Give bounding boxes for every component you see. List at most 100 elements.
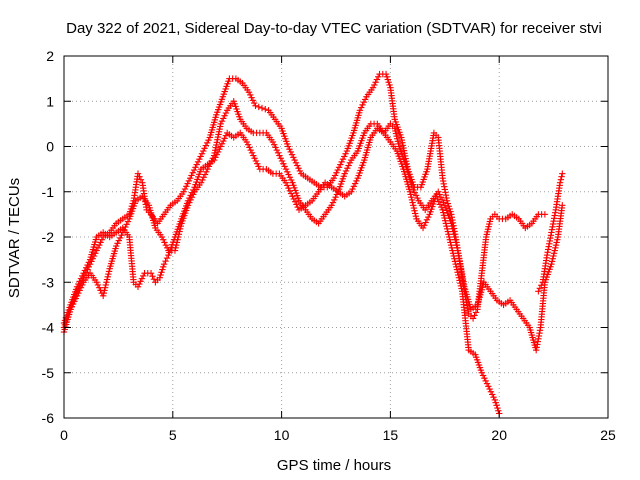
data-point-interp <box>157 271 164 279</box>
data-point-interp <box>451 258 459 265</box>
data-point <box>180 188 187 195</box>
data-point <box>289 193 296 200</box>
data-point-interp <box>414 194 421 202</box>
data-point-interp <box>274 149 282 157</box>
data-point-interp <box>201 171 209 178</box>
data-point-interp <box>372 79 379 86</box>
data-point-interp <box>410 204 418 212</box>
data-point-interp <box>100 289 108 297</box>
data-points <box>60 70 566 417</box>
data-point <box>432 193 440 200</box>
data-point <box>356 107 364 114</box>
data-point-interp <box>247 146 254 154</box>
data-point <box>217 120 224 128</box>
data-point <box>282 165 290 173</box>
data-point <box>197 179 205 186</box>
data-point-interp <box>495 407 502 414</box>
data-point-interp <box>548 258 556 265</box>
y-tick-label: 1 <box>46 93 54 109</box>
data-point-interp <box>359 101 366 109</box>
data-point-interp <box>440 212 448 219</box>
data-point-interp <box>407 191 414 198</box>
data-point-interp <box>450 252 457 260</box>
data-point-interp <box>285 171 292 178</box>
data-point-interp <box>375 73 382 81</box>
data-point-interp <box>410 186 417 194</box>
data-point-interp <box>489 391 496 398</box>
data-point-interp <box>158 269 165 276</box>
data-point <box>187 174 194 182</box>
data-point-interp <box>203 168 210 176</box>
data-point-interp <box>79 281 86 289</box>
data-point-interp <box>221 112 228 119</box>
data-point-interp <box>205 136 212 144</box>
data-point-interp <box>286 174 294 181</box>
data-point-interp <box>290 154 297 161</box>
data-point <box>382 70 390 78</box>
data-point <box>99 292 107 300</box>
axis-ticks: 0 5 10 15 20 25 -6 -5 -4 -3 -2 -1 0 1 2 <box>42 48 616 443</box>
data-point <box>541 211 549 218</box>
data-point <box>469 315 477 322</box>
data-point-interp <box>212 154 219 161</box>
data-point-interp <box>449 247 456 254</box>
data-point-interp <box>353 177 360 185</box>
data-point-interp <box>453 263 460 271</box>
data-point-interp <box>188 189 196 196</box>
data-point-interp <box>425 213 432 221</box>
data-point-interp <box>292 159 300 166</box>
data-point-interp <box>221 135 228 142</box>
data-point-interp <box>456 277 463 284</box>
data-point <box>445 233 453 241</box>
data-point-interp <box>77 284 85 291</box>
data-point-interp <box>448 244 455 252</box>
data-point <box>93 279 100 286</box>
data-point-interp <box>105 270 112 278</box>
data-point-interp <box>358 104 365 111</box>
data-point-interp <box>440 199 447 206</box>
data-point-interp <box>342 150 349 157</box>
data-point <box>217 143 224 150</box>
data-point-interp <box>331 196 338 204</box>
data-point-interp <box>334 166 341 174</box>
data-point-interp <box>454 244 461 252</box>
data-point <box>147 270 155 277</box>
data-point-interp <box>249 97 257 104</box>
data-point-interp <box>115 237 123 244</box>
data-point-interp <box>455 274 463 281</box>
data-point-interp <box>409 199 416 206</box>
data-point-interp <box>200 174 207 181</box>
data-point-interp <box>553 239 560 246</box>
data-point <box>548 260 555 268</box>
data-point <box>284 143 292 150</box>
data-point-interp <box>412 210 419 217</box>
data-point-interp <box>194 158 202 166</box>
data-point <box>491 396 499 404</box>
data-point-interp <box>184 180 191 187</box>
chart-title: Day 322 of 2021, Sidereal Day-to-day VTE… <box>66 20 602 37</box>
y-tick-label: 0 <box>46 139 54 155</box>
data-point-interp <box>411 207 418 214</box>
data-point-interp <box>422 219 429 226</box>
data-point <box>337 161 344 168</box>
x-tick-label: 5 <box>169 427 177 443</box>
data-point-interp <box>447 239 454 246</box>
data-point <box>348 188 355 195</box>
data-point-interp <box>190 166 198 174</box>
data-point-interp <box>214 148 222 156</box>
data-point-interp <box>446 236 454 243</box>
data-point-interp <box>385 79 392 86</box>
data-point-interp <box>250 99 258 107</box>
data-point-interp <box>137 176 145 183</box>
data-point <box>269 138 277 146</box>
data-point-interp <box>453 266 461 273</box>
y-tick-label: -6 <box>42 410 55 426</box>
data-point-interp <box>438 203 445 211</box>
data-point-interp <box>435 198 442 205</box>
data-point-interp <box>472 309 480 316</box>
data-point-interp <box>441 214 448 222</box>
data-point-interp <box>294 162 301 169</box>
data-point-interp <box>118 231 125 239</box>
data-point-interp <box>493 402 500 409</box>
data-point-interp <box>123 221 130 228</box>
